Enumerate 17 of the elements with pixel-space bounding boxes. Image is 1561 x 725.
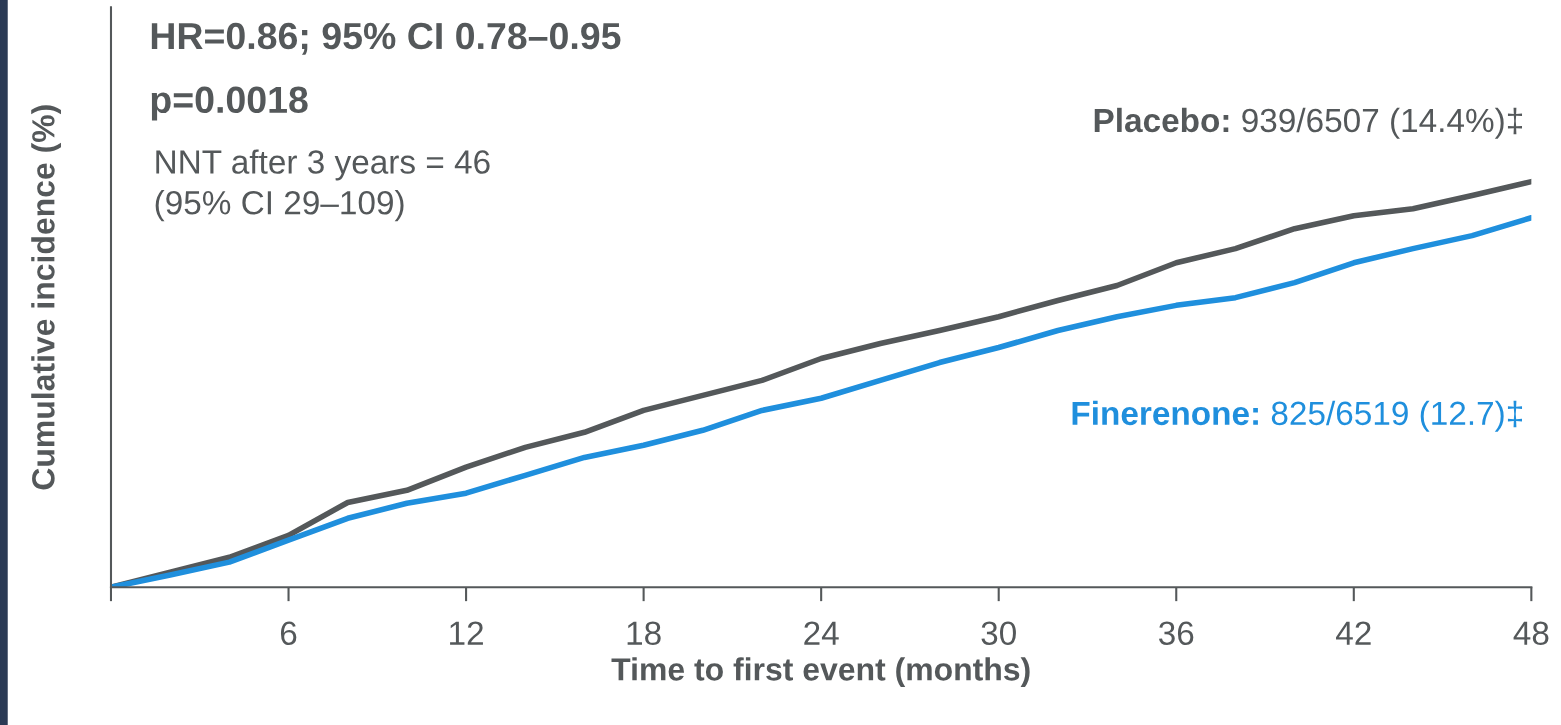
x-tick-label: 18 (627, 621, 661, 646)
x-tick-label: 42 (1336, 621, 1371, 645)
text: Placebo: (1094, 107, 1229, 133)
text: 939/6507 (14.4%)‡ (1242, 107, 1523, 139)
x-tick-label: 24 (804, 621, 839, 645)
y-axis-title: Cumulative incidence (%) (31, 105, 61, 490)
x-tick-label: 6 (280, 621, 297, 646)
x-tick-label: 30 (981, 621, 1016, 646)
x-tick-label: 12 (450, 621, 483, 645)
text: p=0.0018 (151, 86, 308, 121)
x-tick-label: 48 (1513, 621, 1549, 646)
annotation: 825/6519 (12.7)‡ (1271, 400, 1523, 432)
annotation: NNT after 3 years = 46 (95% CI 29–109) (155, 149, 490, 222)
x-tick-label: 36 (1158, 621, 1194, 646)
x-axis-title: Time to first event (months) (611, 657, 1030, 687)
text: HR=0.86; 95% CI 0.78–0.95 (151, 22, 621, 55)
text: Finerenone: (1072, 400, 1258, 426)
